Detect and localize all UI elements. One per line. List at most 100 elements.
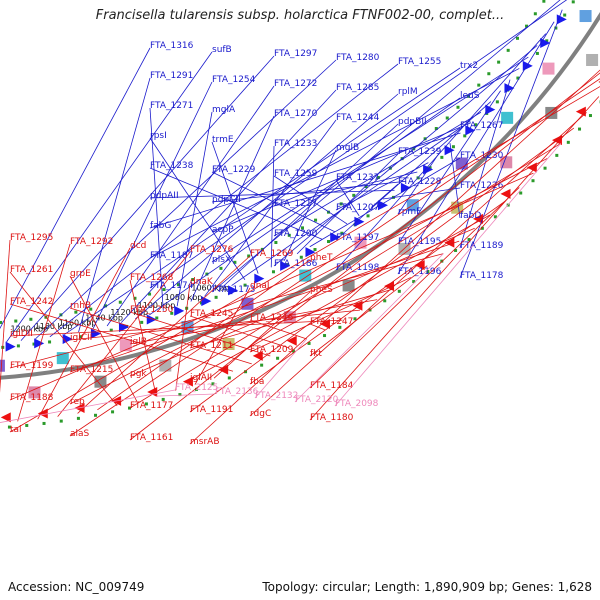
tick-dot (178, 393, 182, 397)
tick-dot (14, 319, 18, 323)
reverse-gene-label: dcd (130, 241, 146, 251)
forward-gene-label: FTA_1267 (460, 121, 503, 131)
tick-dot (111, 410, 115, 414)
reverse-gene-label-leader (129, 72, 600, 441)
tick-dot (128, 406, 132, 410)
reverse-gene-label: FTA_1188 (10, 393, 54, 403)
tick-dot (515, 36, 519, 40)
tick-dot (176, 283, 180, 287)
tick-dot (454, 248, 458, 252)
tick-dot (339, 202, 343, 206)
reverse-gene-label-leader (69, 158, 548, 405)
reverse-gene-label: fba (250, 377, 264, 387)
forward-gene-arrow (377, 200, 388, 211)
tick-dot (25, 423, 29, 427)
forward-gene-label: FTA_1173 (212, 285, 255, 295)
reverse-gene-label-leader (189, 127, 575, 413)
rna-gene-label: FTA_2120 (295, 395, 339, 405)
tick-dot (327, 240, 331, 244)
reverse-gene-arrow (575, 106, 586, 117)
reverse-gene-label: iglB (130, 337, 147, 347)
tick-dot (554, 26, 558, 30)
reverse-gene-label: grpE (70, 269, 91, 279)
feature-block (28, 386, 41, 399)
tick-dot (274, 240, 278, 244)
reverse-gene-label: iglDII (10, 329, 33, 339)
forward-gene-label: acpP (212, 225, 234, 235)
forward-gene-label: fabG (150, 221, 171, 231)
tick-dot (463, 134, 467, 138)
reverse-gene-label-leader (17, 243, 71, 422)
reverse-gene-label: FTA_1292 (70, 237, 113, 247)
genome-stats-label: Topology: circular; Length: 1,890,909 bp… (262, 580, 592, 594)
tick-dot (412, 280, 416, 284)
reverse-gene-label: rep (70, 397, 85, 407)
forward-gene-label: trx2 (460, 61, 478, 71)
forward-gene-label: FTA_1189 (460, 241, 504, 251)
forward-gene-label-leader (335, 162, 429, 211)
forward-gene-label: rpmF (398, 207, 421, 217)
tick-dot (434, 127, 438, 131)
tick-dot (144, 402, 148, 406)
forward-gene-label-leader (135, 93, 399, 320)
reverse-gene-label: FTA_1180 (310, 413, 354, 423)
forward-gene-label: mglA (212, 105, 236, 115)
forward-gene-label: FTA_1196 (398, 267, 442, 277)
forward-gene-label: FTA_1187 (150, 251, 193, 261)
tick-dot (307, 341, 311, 345)
tick-dot (94, 413, 98, 417)
feature-block (501, 111, 514, 124)
reverse-gene-label-leader (0, 239, 11, 393)
forward-gene-label-leader (20, 55, 275, 341)
reverse-gene-arrow (252, 350, 263, 361)
forward-gene-label: FTA_1237 (336, 173, 379, 183)
tick-dot (59, 419, 63, 423)
forward-gene-label: FTA_1226 (460, 181, 504, 191)
reverse-gene-label-leader (129, 299, 378, 345)
tick-dot (497, 60, 501, 64)
forward-gene-label-leader (211, 0, 561, 293)
forward-gene-label: FTA_1297 (274, 49, 317, 59)
tick-dot (191, 278, 195, 282)
forward-gene-label-leader (35, 59, 337, 340)
forward-gene-label-leader (283, 149, 337, 261)
forward-gene-label-leader (78, 77, 151, 333)
forward-gene-label-leader (397, 152, 440, 215)
tick-dot (313, 248, 317, 252)
forward-gene-label-leader (6, 51, 213, 343)
forward-gene-label-leader (64, 67, 461, 335)
tick-dot (487, 72, 491, 76)
forward-gene-arrow (330, 232, 341, 243)
tick-dot (383, 299, 387, 303)
reverse-gene-label: FTA_1261 (10, 265, 53, 275)
forward-gene-label: FTA_1285 (336, 83, 379, 93)
feature-block (342, 279, 355, 292)
rna-gene-label: FTA_2098 (335, 399, 379, 409)
tick-dot (428, 166, 432, 170)
reverse-gene-label: FTA_1268 (130, 273, 174, 283)
forward-gene-arrow (174, 305, 185, 316)
forward-gene-label-leader (273, 175, 348, 225)
forward-gene-label-leader (382, 187, 461, 200)
scale-label: 1160 kbp (59, 318, 97, 327)
reverse-gene-label: rnhB (70, 301, 91, 311)
forward-gene-label-leader (459, 9, 563, 279)
forward-gene-label-leader (231, 127, 461, 286)
reverse-gene-arrow (414, 260, 425, 271)
tick-dot (0, 320, 3, 324)
tick-dot (16, 344, 20, 348)
forward-gene-label: FTA_1259 (274, 169, 318, 179)
reverse-gene-label-leader (77, 255, 251, 414)
forward-gene-label-leader (0, 47, 151, 330)
tick-dot (445, 116, 449, 120)
reverse-gene-label-leader (129, 279, 157, 397)
tick-dot (440, 155, 444, 159)
forward-gene-label-leader (459, 79, 511, 249)
feature-block (94, 375, 107, 388)
scale-label: 1200 kbp (10, 325, 48, 334)
forward-gene-label: FTA_1207 (336, 203, 379, 213)
forward-gene-label: plsX (212, 255, 231, 265)
scale-label: 1140 kbp (85, 313, 123, 322)
reverse-gene-label-leader (69, 78, 600, 437)
tick-dot (287, 233, 291, 237)
